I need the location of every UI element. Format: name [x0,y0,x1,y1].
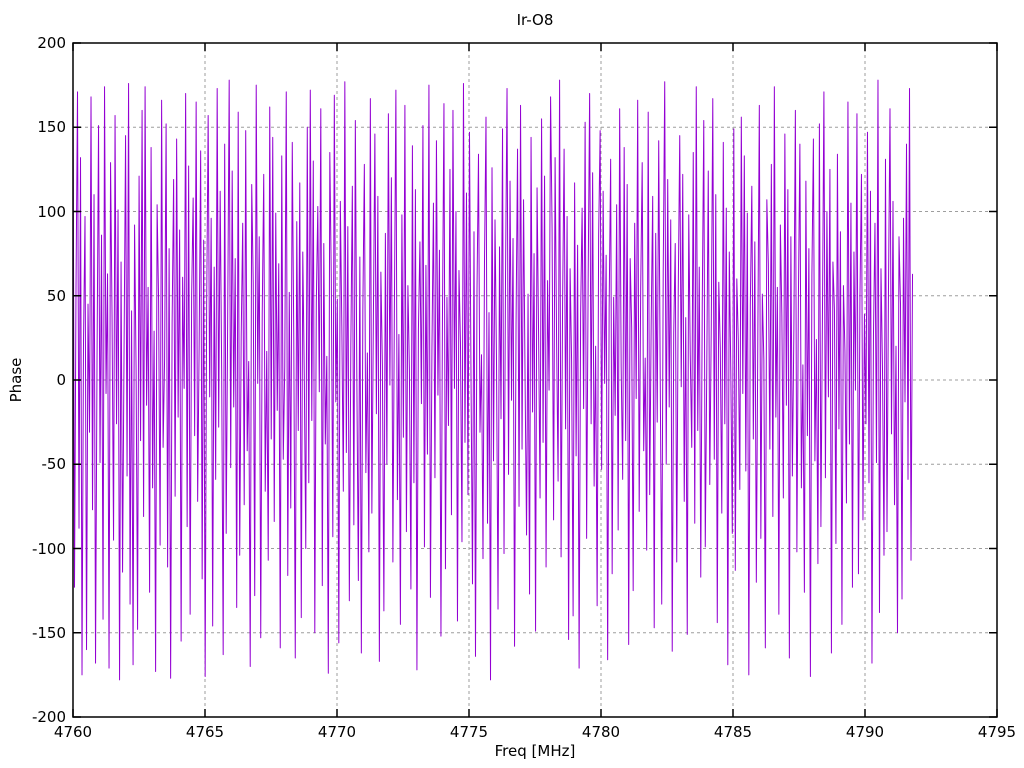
y-tick-label: -100 [31,539,66,558]
y-tick-label: -50 [41,455,67,474]
phase-line [72,79,914,681]
x-tick-label: 4790 [845,723,885,741]
y-tick-label: -200 [31,708,66,726]
y-tick-label: 200 [37,34,66,52]
x-tick-label: 4795 [977,723,1017,741]
chart-title: Ir-O8 [516,11,554,29]
x-tick-label: 4760 [53,723,93,741]
x-tick-label: 4775 [449,723,489,741]
x-tick-label: 4785 [713,723,753,741]
y-tick-label: 50 [46,286,66,305]
x-tick-label: 4765 [185,723,225,741]
x-tick-label: 4780 [581,723,621,741]
y-tick-label: 0 [56,371,66,389]
y-tick-label: 100 [37,202,66,221]
y-tick-label: -150 [31,623,66,642]
y-tick-label: 150 [37,118,66,137]
x-axis-label: Freq [MHz] [494,742,576,760]
x-tick-label: 4770 [317,723,357,741]
